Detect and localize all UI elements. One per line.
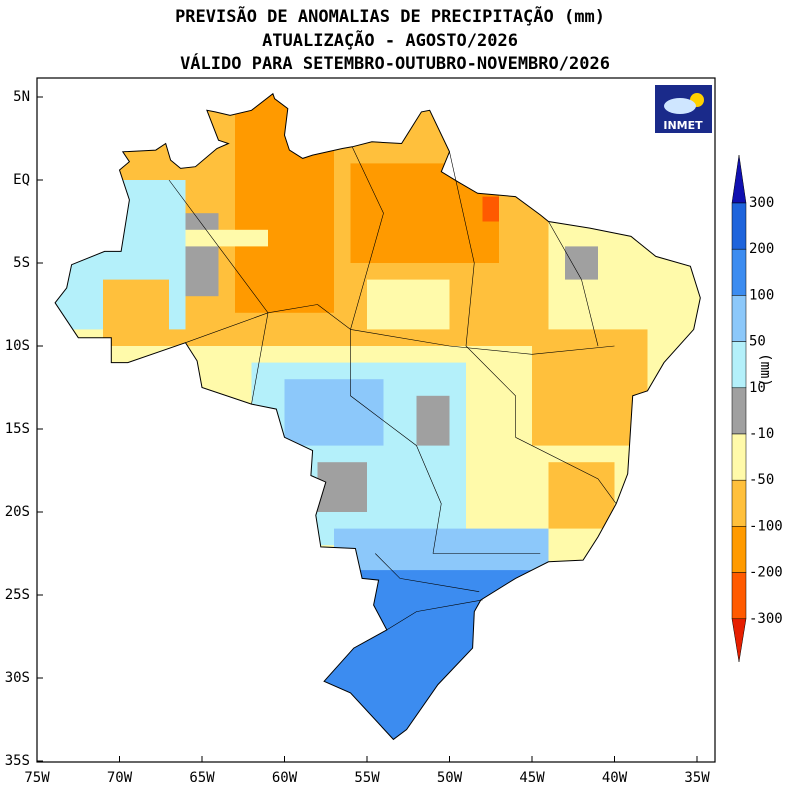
y-tick-label: 5N [13,89,30,105]
anomaly-area [185,229,268,247]
anomaly-area [367,279,450,330]
state-border [350,146,384,330]
map [54,92,701,741]
colorbar-box [731,433,747,481]
state-border [515,437,617,504]
colorbar-label: 50 [749,334,766,350]
colorbar-label: -300 [749,611,783,627]
y-tick-label: 10S [5,338,30,354]
x-tick-label: 75W [24,770,50,786]
colorbar-label: 100 [749,287,774,303]
colorbar-label: 10 [749,380,766,396]
colorbar-triangle [731,618,747,663]
title-line: PREVISÃO DE ANOMALIAS DE PRECIPITAÇÃO (m… [175,4,605,27]
y-tick-label: 5S [13,255,30,271]
state-border [168,179,269,405]
anomaly-area [416,395,450,446]
country-border [54,92,701,741]
x-tick-label: 40W [602,770,628,786]
anomaly-area [284,379,384,446]
state-border [548,221,599,347]
x-tick-label: 70W [107,770,133,786]
x-tick-label: 35W [684,770,710,786]
anomaly-area [317,462,367,512]
colorbar-label: -100 [749,518,783,534]
y-tick-label: 20S [5,504,30,520]
anomaly-field [55,93,701,740]
title-line: ATUALIZAÇÃO - AGOSTO/2026 [262,28,518,51]
title-line: VÁLIDO PARA SETEMBRO-OUTUBRO-NOVEMBRO/20… [180,52,610,74]
y-tick-label: 35S [5,753,30,769]
x-tick-label: 65W [189,770,215,786]
anomaly-area [235,93,334,313]
colorbar-box [731,295,747,342]
colorbar-box [731,387,747,435]
x-tick-label: 60W [272,770,298,786]
colorbar-box [731,202,747,250]
colorbar-label: -10 [749,426,774,442]
logo-cloud [664,98,696,114]
anomaly-area [185,213,219,297]
anomaly-area [565,246,598,280]
colorbar-box [731,572,747,620]
x-tick-label: 50W [437,770,463,786]
colorbar-unit: (mm) [757,353,773,387]
logo: INMET [655,85,712,133]
map-frame [36,77,716,763]
state-border [317,304,442,554]
y-tick-label: 25S [5,587,30,603]
colorbar-box [731,526,747,573]
state-border [350,329,615,355]
colorbar-box [731,341,747,389]
colorbar: 300 200 100 50 10 -10 -50 -100 -200 -300 [731,154,783,663]
anomaly-area [103,279,169,346]
y-tick-label: EQ [13,172,30,188]
state-border [449,151,516,438]
state-border [375,553,480,592]
x-tick-label: 55W [354,770,380,786]
anomaly-area [317,570,549,740]
anomaly-area [482,196,499,222]
y-tick-label: 30S [5,670,30,686]
colorbar-label: 300 [749,195,774,211]
anomaly-area [350,163,499,263]
colorbar-label: 200 [749,241,774,257]
anomaly-area [548,462,615,529]
state-border [386,599,483,631]
colorbar-label: -200 [749,565,783,581]
x-tick-label: 45W [519,770,545,786]
y-tick-label: 15S [5,421,30,437]
colorbar-triangle [731,154,747,204]
logo-text: INMET [663,119,703,132]
colorbar-box [731,479,747,527]
colorbar-box [731,248,747,296]
colorbar-label: -50 [749,472,774,488]
